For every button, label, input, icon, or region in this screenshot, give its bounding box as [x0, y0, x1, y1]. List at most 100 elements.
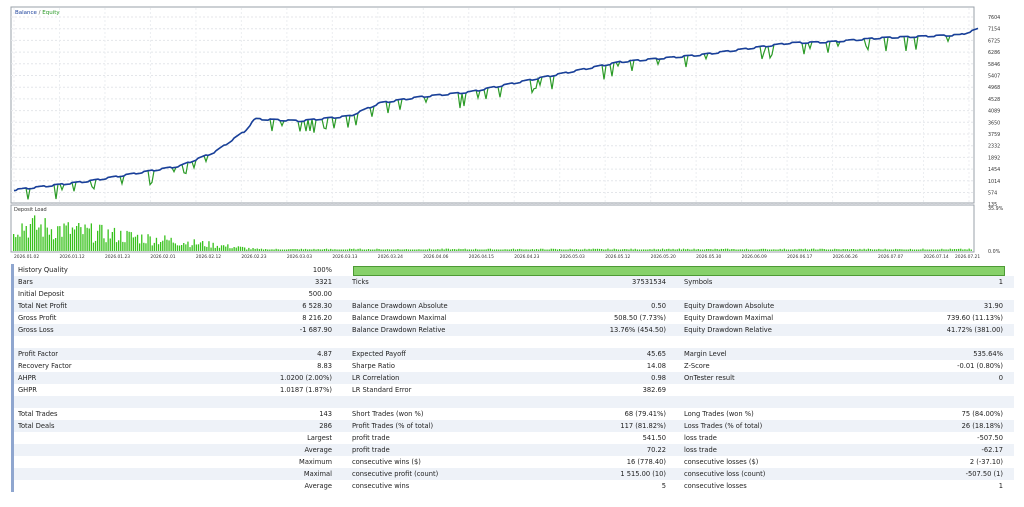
- deposit-load-bar: [800, 248, 802, 251]
- deposit-load-bar: [563, 249, 565, 251]
- deposit-load-bar: [859, 248, 861, 251]
- deposit-load-bar: [340, 249, 342, 251]
- row-value: 70.22: [646, 446, 666, 454]
- x-tick-label: 2026.02.01: [150, 254, 175, 260]
- deposit-load-bar: [586, 249, 588, 251]
- deposit-load-bar: [193, 239, 195, 251]
- deposit-load-bar: [718, 249, 720, 251]
- y-tick-label: 135: [988, 202, 997, 208]
- deposit-load-bar: [918, 249, 920, 251]
- deposit-load-bar: [932, 249, 935, 251]
- deposit-load-bar: [834, 248, 836, 251]
- deposit-load-bar: [208, 241, 210, 251]
- graph-legend: Balance / Equity: [15, 10, 60, 16]
- deposit-load-bar: [901, 249, 903, 251]
- row-label: Equity Drawdown Maximal: [684, 314, 774, 322]
- row-value: 541.50: [642, 434, 666, 442]
- deposit-load-bar: [840, 249, 842, 251]
- deposit-load-bar: [445, 248, 447, 251]
- x-tick-label: 2026.03.24: [378, 254, 403, 260]
- deposit-load-bar: [353, 248, 355, 251]
- deposit-load-bar: [811, 248, 813, 251]
- deposit-load-bar: [202, 241, 204, 251]
- row-value: [884, 336, 1003, 348]
- deposit-load-bar: [882, 249, 884, 251]
- deposit-load-bar: [680, 249, 683, 251]
- row-label: History Quality: [18, 266, 68, 274]
- deposit-load-bar: [288, 249, 290, 251]
- deposit-load-bar: [504, 249, 506, 251]
- deposit-load-bar: [947, 249, 949, 251]
- deposit-load-bar: [735, 249, 737, 251]
- deposit-load-bar: [958, 248, 960, 251]
- deposit-load-bar: [762, 248, 764, 251]
- deposit-load-bar: [248, 247, 250, 251]
- deposit-load-bar: [155, 237, 158, 251]
- deposit-load-bar: [716, 249, 718, 251]
- deposit-load-bar: [695, 249, 697, 251]
- deposit-load-bar: [57, 226, 59, 251]
- deposit-load-bar: [884, 248, 886, 251]
- deposit-load-bar: [153, 242, 155, 251]
- y-tick-label: 4968: [988, 85, 1000, 91]
- row-label: LR Standard Error: [352, 386, 412, 394]
- row-label: LR Correlation: [352, 374, 400, 382]
- deposit-load-bar: [590, 249, 592, 251]
- deposit-load-bar: [609, 249, 611, 251]
- deposit-load-bar: [764, 248, 767, 251]
- deposit-load-bar: [405, 249, 407, 251]
- deposit-load-bar: [775, 249, 777, 251]
- deposit-load-bar: [701, 249, 704, 251]
- deposit-load-bar: [42, 236, 44, 251]
- deposit-load-bar: [128, 231, 130, 251]
- deposit-load-bar: [183, 243, 185, 251]
- deposit-load-bar: [31, 218, 34, 251]
- deposit-load-bar: [78, 223, 80, 251]
- deposit-load-bar: [391, 249, 393, 251]
- history-quality-bar: [353, 266, 1005, 276]
- row-label: [684, 336, 884, 348]
- row-label: Initial Deposit: [18, 290, 65, 298]
- deposit-load-bar: [271, 249, 273, 251]
- deposit-load-bar: [189, 247, 191, 251]
- row-label: Profit Factor: [18, 350, 59, 358]
- table-row: Total Net Profit 6 528.30 Balance Drawdown…: [14, 300, 1014, 312]
- x-tick-label: 2026.01.02: [14, 254, 39, 260]
- deposit-load-bar: [231, 248, 233, 251]
- deposit-load-bar: [722, 249, 725, 251]
- row-value: 75 (84.00%): [961, 410, 1003, 418]
- deposit-load-bar: [945, 249, 947, 251]
- deposit-load-bar: [197, 244, 200, 251]
- row-label: Z-Score: [684, 362, 710, 370]
- x-tick-label: 2026.07.07: [878, 254, 903, 260]
- deposit-load-bar: [384, 249, 386, 251]
- deposit-load-bar: [498, 249, 500, 251]
- deposit-load-bar: [216, 245, 218, 251]
- deposit-load-bar: [439, 249, 441, 251]
- deposit-load-bar: [235, 247, 237, 251]
- deposit-load-bar: [880, 249, 882, 251]
- deposit-load-bar: [141, 234, 143, 251]
- row-value: 0.98: [651, 374, 666, 382]
- deposit-load-bar: [147, 234, 149, 251]
- deposit-load-bars: [13, 215, 972, 251]
- table-row: AHPR 1.0200 (2.00%) LR Correlation 0.98 OnTe…: [14, 372, 1014, 384]
- row-label: [18, 480, 138, 492]
- deposit-load-bar: [798, 248, 800, 251]
- deposit-load-bar: [773, 249, 775, 251]
- row-value: 41.72% (381.00): [946, 326, 1003, 334]
- deposit-load-bar: [97, 230, 99, 251]
- table-row: Bars 3321 Ticks 37531534 Symbols 1: [14, 276, 1014, 288]
- deposit-load-bar: [36, 229, 38, 251]
- deposit-load-bar: [739, 249, 741, 251]
- deposit-load-bar: [525, 249, 527, 251]
- deposit-load-bar: [115, 242, 118, 251]
- deposit-load-bar: [934, 249, 937, 251]
- deposit-load-bar: [808, 249, 811, 251]
- row-value: Maximal: [303, 470, 332, 478]
- table-row: GHPR 1.0187 (1.87%) LR Standard Error 382.6…: [14, 384, 1014, 396]
- deposit-load-bar: [626, 249, 628, 251]
- deposit-load-bar: [653, 248, 655, 251]
- deposit-load-bar: [664, 249, 666, 251]
- y-tick-label: 1454: [988, 167, 1000, 173]
